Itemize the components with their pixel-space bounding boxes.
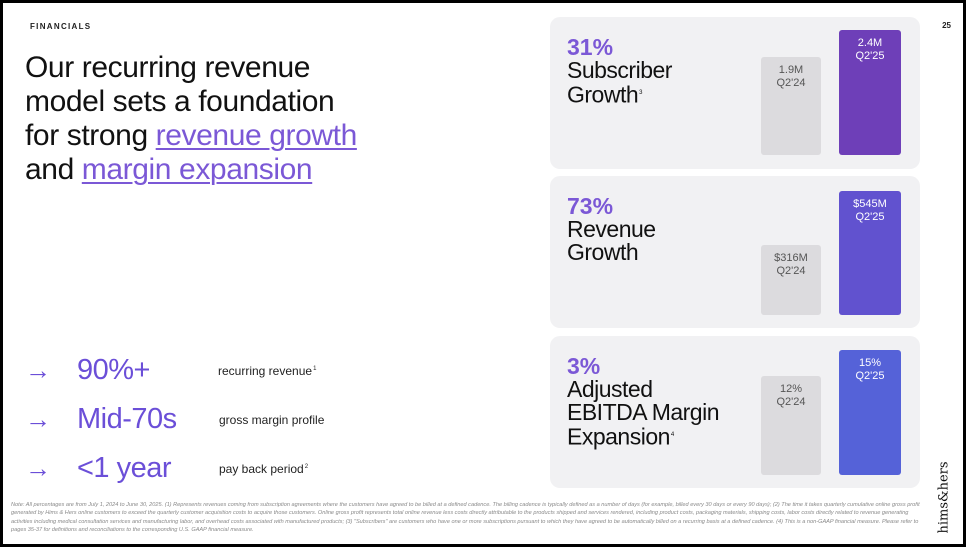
metric-title: Subscriber Growth3 <box>567 59 672 107</box>
bar-period: Q2'25 <box>855 370 885 382</box>
stat-label: recurring revenue1 <box>218 364 316 378</box>
current-period-bar: 2.4M Q2'25 <box>839 30 901 155</box>
metric-title-line: Expansion4 <box>567 424 719 449</box>
footnote-marker: 4 <box>670 432 674 438</box>
stat-value: <1 year <box>77 451 172 484</box>
headline-line-3: for strong revenue growth <box>25 119 475 153</box>
prior-period-bar: 12% Q2'24 <box>761 376 821 475</box>
logo-text: hims&hers <box>936 461 952 534</box>
stat-payback-period: → <1 year pay back period2 <box>25 450 308 486</box>
section-label: FINANCIALS <box>30 22 92 31</box>
prior-period-bar: 1.9M Q2'24 <box>761 57 821 155</box>
metric-title-line: Growth3 <box>567 82 672 107</box>
arrow-right-icon: → <box>25 404 51 434</box>
current-period-bar: $545M Q2'25 <box>839 191 901 315</box>
arrow-right-icon: → <box>25 355 51 385</box>
prior-period-bar: $316M Q2'24 <box>761 245 821 315</box>
growth-percent: 31% <box>567 34 614 60</box>
headline-line-4: and margin expansion <box>25 153 475 187</box>
bar-value: 12% <box>779 383 803 395</box>
stat-label-text: gross margin profile <box>219 413 325 427</box>
growth-percent: 3% <box>567 353 601 379</box>
growth-percent: 73% <box>567 193 614 219</box>
bar-period: Q2'24 <box>776 265 806 277</box>
headline-line-2: model sets a foundation <box>25 85 335 118</box>
stat-label-text: recurring revenue <box>218 364 313 378</box>
metric-title-line: Subscriber <box>567 57 672 83</box>
metric-title-line: Revenue <box>567 216 656 242</box>
footnote-marker: 1 <box>313 366 317 372</box>
bar-period: Q2'24 <box>776 77 806 89</box>
bar-period: Q2'25 <box>855 211 885 223</box>
stat-label-text: pay back period <box>219 462 304 476</box>
footnote-marker: 2 <box>304 464 309 470</box>
page-number: 25 <box>942 21 951 30</box>
headline-line-3-prefix: for strong <box>25 119 156 152</box>
headline-line-1: Our recurring revenue <box>25 51 311 84</box>
footnote-marker: 3 <box>639 90 642 96</box>
metric-title-line: Growth <box>567 239 639 265</box>
ebitda-margin-card: 3% Adjusted EBITDA Margin Expansion4 12%… <box>550 336 920 488</box>
metric-title-line: Adjusted <box>567 376 653 402</box>
footnote: Note: All percentages are from July 1, 2… <box>11 502 920 534</box>
stat-gross-margin: → Mid-70s gross margin profile <box>25 401 324 437</box>
revenue-growth-card: 73% Revenue Growth $316M Q2'24 $545M Q2'… <box>550 176 920 328</box>
stat-label: pay back period2 <box>219 462 308 476</box>
arrow-right-icon: → <box>25 453 51 483</box>
stat-label: gross margin profile <box>219 413 324 427</box>
subscriber-growth-card: 31% Subscriber Growth3 1.9M Q2'24 2.4M Q… <box>550 17 920 169</box>
metric-title-text: Growth <box>567 81 639 108</box>
stat-value: Mid-70s <box>77 402 177 435</box>
bar-value: 15% <box>858 357 882 369</box>
metric-title-text: Expansion <box>567 423 670 450</box>
slide: FINANCIALS 25 Our recurring revenue mode… <box>3 3 963 544</box>
headline-line-4-prefix: and <box>25 153 82 186</box>
revenue-growth-highlight: revenue growth <box>155 119 358 152</box>
current-period-bar: 15% Q2'25 <box>839 350 901 475</box>
bar-period: Q2'24 <box>776 396 806 408</box>
bar-value: $545M <box>853 198 887 210</box>
metric-title: Adjusted EBITDA Margin Expansion4 <box>567 376 720 449</box>
hims-hers-logo: hims&hers <box>930 456 956 538</box>
headline: Our recurring revenue model sets a found… <box>25 51 475 187</box>
bar-value: $316M <box>774 252 808 264</box>
metric-title-line: EBITDA Margin <box>567 399 720 425</box>
bar-value: 2.4M <box>857 37 883 49</box>
stat-recurring-revenue: → 90%+ recurring revenue1 <box>25 352 316 388</box>
margin-expansion-highlight: margin expansion <box>81 153 313 186</box>
metric-title: Revenue Growth <box>567 218 656 264</box>
bar-value: 1.9M <box>778 64 804 76</box>
stat-value: 90%+ <box>77 353 150 386</box>
bar-period: Q2'25 <box>855 50 885 62</box>
